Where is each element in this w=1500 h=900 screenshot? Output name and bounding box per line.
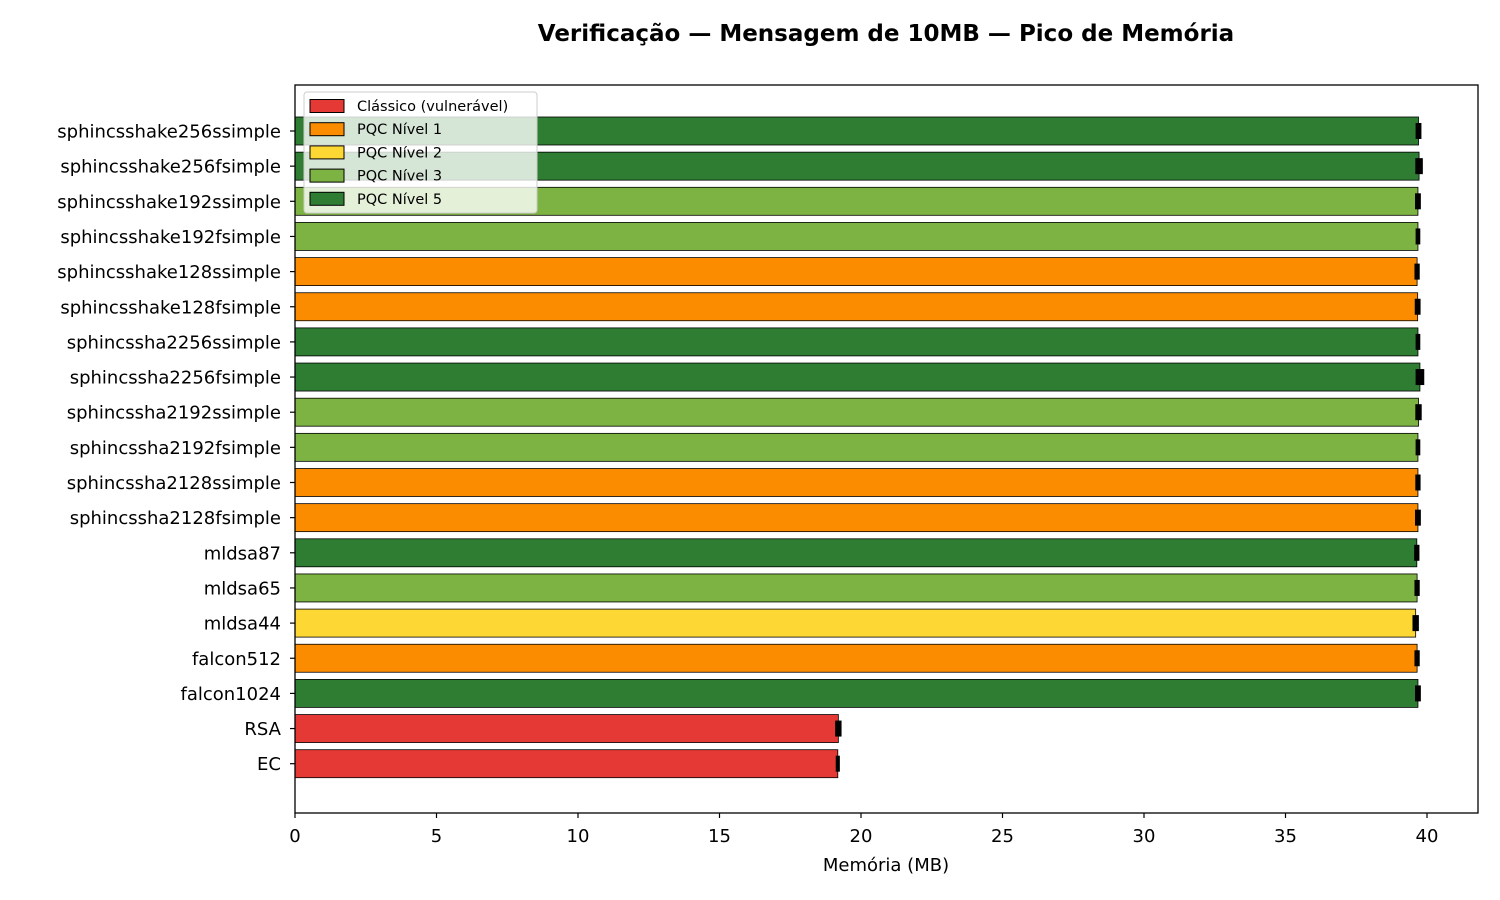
error-bar-sphincsshake128ssimple: [1414, 263, 1420, 280]
bar-mldsa87: [294, 538, 1418, 568]
plot-frame: [294, 84, 1479, 814]
error-bar-sphincssha2128fsimple: [1415, 509, 1421, 526]
legend-label-n2: PQC Nível 2: [357, 145, 442, 161]
legend-swatch-n5: [309, 191, 345, 206]
legend-swatch-n1: [309, 122, 345, 137]
x-axis-label: Memória (MB): [823, 855, 949, 876]
legend-label-classic: Clássico (vulnerável): [357, 99, 508, 115]
y-tick-label: sphincssha2192ssimple: [67, 403, 281, 424]
bar-sphincssha2128ssimple: [294, 468, 1419, 497]
error-bar-mldsa87: [1414, 544, 1420, 561]
bar-falcon512: [294, 643, 1418, 673]
bar-mldsa44: [294, 608, 1417, 638]
bar-sphincssha2192fsimple: [294, 432, 1419, 462]
bar-RSA: [294, 714, 839, 743]
x-tick-label: 30: [1133, 826, 1156, 847]
y-tick-label: sphincsshake128ssimple: [57, 262, 281, 283]
y-tick-label: EC: [257, 754, 281, 775]
y-tick-label: falcon1024: [181, 684, 282, 705]
error-bar-sphincssha2192fsimple: [1415, 439, 1421, 456]
error-bar-sphincsshake192ssimple: [1415, 193, 1421, 210]
bar-sphincsshake128fsimple: [294, 292, 1419, 322]
bar-sphincsshake128ssimple: [294, 257, 1418, 287]
y-tick-label: mldsa44: [204, 614, 281, 635]
y-tick-label: sphincsshake256ssimple: [57, 122, 281, 143]
y-tick-label: sphincssha2256ssimple: [67, 332, 281, 353]
bar-sphincssha2128fsimple: [294, 503, 1419, 533]
legend-swatch-n3: [309, 168, 345, 183]
y-tick-label: sphincssha2128ssimple: [67, 473, 281, 494]
y-axis-ticks: sphincsshake256ssimple sphincsshake256fsi…: [57, 122, 295, 775]
bar-mldsa65: [294, 573, 1418, 603]
y-tick-label: sphincsshake192ssimple: [57, 192, 281, 213]
error-bar-EC: [835, 755, 840, 772]
x-tick-label: 35: [1274, 826, 1297, 847]
x-tick-label: 0: [289, 826, 300, 847]
error-bar-sphincssha2128ssimple: [1415, 474, 1421, 491]
y-tick-label: sphincsshake128fsimple: [60, 297, 281, 318]
y-tick-label: falcon512: [192, 649, 281, 670]
y-tick-label: sphincssha2256fsimple: [70, 368, 281, 389]
x-axis-ticks: 0 5 10 15 20 25 30 35 40: [289, 813, 1438, 847]
x-tick-label: 15: [708, 826, 731, 847]
legend-label-n3: PQC Nível 3: [357, 169, 442, 185]
error-bar-sphincssha2256fsimple: [1415, 369, 1425, 386]
y-tick-label: RSA: [244, 719, 281, 740]
error-bar-mldsa65: [1414, 579, 1420, 596]
y-tick-label: mldsa87: [204, 543, 281, 564]
legend-box: [303, 91, 538, 214]
x-tick-label: 40: [1416, 826, 1439, 847]
error-bar-falcon1024: [1415, 685, 1421, 702]
error-bar-mldsa44: [1412, 615, 1419, 632]
y-tick-label: sphincssha2192fsimple: [70, 438, 281, 459]
x-tick-label: 25: [991, 826, 1014, 847]
y-tick-label: sphincsshake192fsimple: [60, 227, 281, 248]
bar-falcon1024: [294, 679, 1419, 708]
error-bar-sphincsshake256fsimple: [1415, 158, 1423, 175]
y-tick-label: sphincsshake256fsimple: [60, 157, 281, 178]
x-tick-label: 5: [431, 826, 442, 847]
error-bar-sphincssha2192ssimple: [1415, 404, 1422, 421]
bar-sphincssha2192ssimple: [294, 397, 1419, 427]
error-bar-sphincsshake128fsimple: [1414, 298, 1421, 315]
error-bar-sphincsshake256ssimple: [1415, 123, 1422, 139]
bar-EC: [294, 749, 839, 779]
bar-sphincsshake192fsimple: [294, 222, 1419, 251]
error-bar-sphincsshake192fsimple: [1415, 228, 1421, 245]
legend: Clássico (vulnerável) PQC Nível 1 PQC Níve…: [303, 91, 538, 214]
legend-swatch-n2: [309, 145, 345, 160]
error-bars-group: [835, 123, 1425, 772]
bar-sphincssha2256ssimple: [294, 327, 1419, 357]
y-tick-label: sphincssha2128fsimple: [70, 508, 281, 529]
legend-label-n5: PQC Nível 5: [357, 192, 442, 208]
legend-label-n1: PQC Nível 1: [357, 122, 442, 138]
chart-title: Verificação — Mensagem de 10MB — Pico de…: [538, 21, 1234, 47]
x-tick-label: 20: [850, 826, 873, 847]
error-bar-sphincssha2256ssimple: [1415, 333, 1421, 350]
legend-swatch-classic: [309, 99, 345, 113]
y-tick-label: mldsa65: [204, 578, 281, 599]
bar-sphincssha2256fsimple: [294, 362, 1421, 392]
bars-group: [294, 116, 1421, 779]
error-bar-RSA: [835, 720, 842, 737]
x-tick-label: 10: [567, 826, 590, 847]
error-bar-falcon512: [1414, 650, 1420, 667]
